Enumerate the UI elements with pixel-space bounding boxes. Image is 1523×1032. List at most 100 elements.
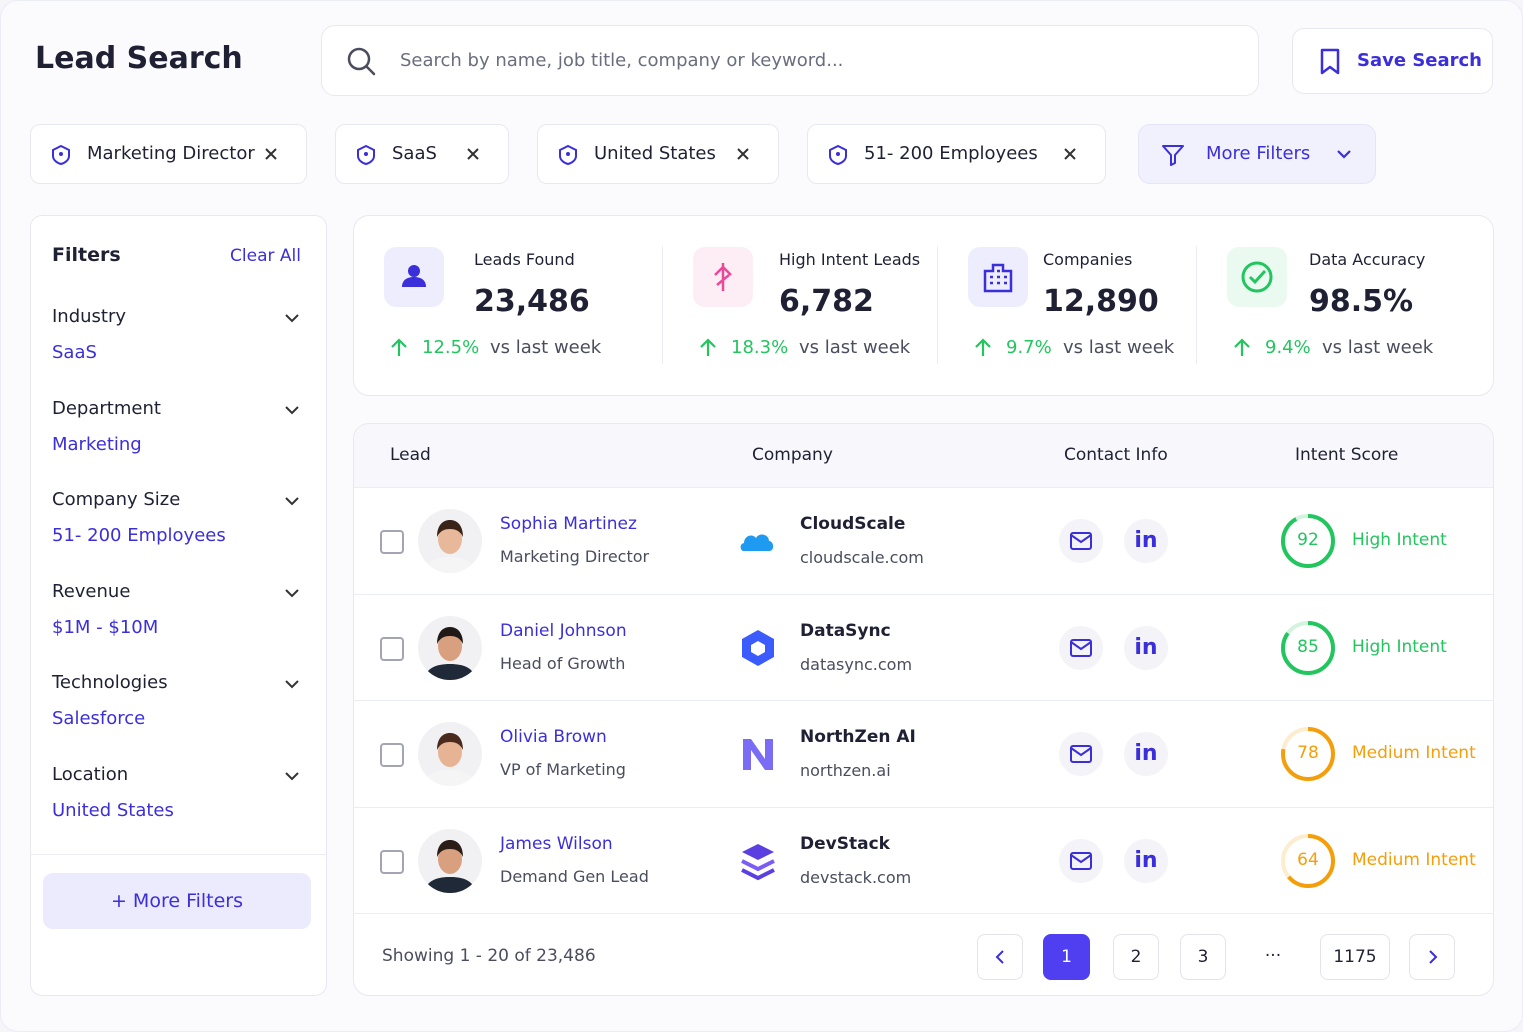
filter-label: Location <box>52 763 129 785</box>
tag-icon <box>357 144 375 166</box>
intent-label: Medium Intent <box>1352 743 1476 763</box>
intent-ring <box>1281 833 1335 888</box>
chevron-down <box>1337 150 1351 159</box>
lead-name[interactable]: James Wilson <box>500 833 613 854</box>
linkedin-button[interactable]: in <box>1124 838 1168 883</box>
tag-icon <box>829 144 847 166</box>
filter-chip[interactable]: SaaS <box>335 124 509 184</box>
row-divider <box>354 593 1493 595</box>
intent-score: 92 <box>1297 530 1319 550</box>
stat-compare: vs last week <box>1322 337 1434 358</box>
lead-name[interactable]: Daniel Johnson <box>500 620 627 641</box>
row-divider <box>354 913 1493 914</box>
filter-value: United States <box>52 799 174 821</box>
stat-value: 6,782 <box>779 284 874 319</box>
stat-change: 18.3% <box>731 337 789 358</box>
column-header: Lead <box>390 445 431 465</box>
chip-label: 51- 200 Employees <box>864 143 1038 164</box>
page-title: Lead Search <box>35 41 243 76</box>
intent-arc <box>1281 833 1335 888</box>
page-button[interactable]: 1 <box>1043 934 1090 980</box>
page-next[interactable] <box>1409 934 1455 980</box>
linkedin-button[interactable]: in <box>1124 625 1168 670</box>
stat-change: 9.7% <box>1006 337 1052 358</box>
avatar <box>418 509 482 573</box>
company-domain: cloudscale.com <box>800 548 924 567</box>
column-header: Company <box>752 445 833 465</box>
row-checkbox[interactable] <box>380 636 404 661</box>
stat-value: 98.5% <box>1309 284 1414 319</box>
row-checkbox[interactable] <box>380 849 404 874</box>
linkedin-button[interactable]: in <box>1124 519 1168 563</box>
company-domain: devstack.com <box>800 867 912 887</box>
page-button[interactable]: 2 <box>1113 934 1159 980</box>
lead-name[interactable]: Sophia Martinez <box>500 514 637 534</box>
page-button: ··· <box>1264 946 1282 966</box>
remove-icon <box>737 148 749 160</box>
row-checkbox[interactable] <box>380 743 404 767</box>
chevron-right <box>1429 950 1438 964</box>
stat-label: Companies <box>1043 250 1133 269</box>
stat-change: 12.5% <box>422 337 480 358</box>
company-logo <box>741 843 775 880</box>
chevron-down <box>285 405 299 414</box>
row-divider <box>354 806 1493 808</box>
chip-label: United States <box>594 143 716 164</box>
up-arrow <box>1234 338 1250 356</box>
clear-all-link[interactable]: Clear All <box>230 246 301 266</box>
results-summary: Showing 1 - 20 of 23,486 <box>382 946 596 966</box>
email-button[interactable] <box>1059 625 1103 670</box>
stats-card: Leads Found 23,486 12.5% vs last week High I… <box>353 215 1494 396</box>
filter-label: Company Size <box>52 489 181 510</box>
filter-icon <box>1162 145 1184 166</box>
tag-icon <box>559 144 577 166</box>
page-prev[interactable] <box>977 934 1023 980</box>
more-filters-button[interactable]: + More Filters <box>43 873 311 929</box>
lead-name[interactable]: Olivia Brown <box>500 727 607 747</box>
filter-label: Technologies <box>52 672 168 693</box>
row-checkbox[interactable] <box>380 530 404 554</box>
intent-ring <box>1281 620 1335 675</box>
page-button[interactable]: 1175 <box>1320 934 1390 980</box>
stat-icon <box>1227 247 1287 307</box>
search-placeholder: Search by name, job title, company or ke… <box>400 50 844 71</box>
stat-compare: vs last week <box>490 337 602 358</box>
email-button[interactable] <box>1059 838 1103 883</box>
filter-chip[interactable]: United States <box>537 124 779 184</box>
stat-value: 12,890 <box>1043 284 1159 319</box>
filter-value: Marketing <box>52 433 142 455</box>
avatar <box>418 722 482 786</box>
up-arrow <box>700 338 716 356</box>
filter-value: $1M - $10M <box>52 616 159 638</box>
stat-change: 9.4% <box>1265 337 1311 358</box>
chevron-down <box>285 680 299 689</box>
stat-label: Data Accuracy <box>1309 250 1426 269</box>
filters-panel: Filters Clear All + More Filters Industr… <box>30 215 327 996</box>
intent-score: 64 <box>1297 849 1319 870</box>
linkedin-button[interactable]: in <box>1124 732 1168 776</box>
email-button[interactable] <box>1059 732 1103 776</box>
company-name: NorthZen AI <box>800 727 916 747</box>
up-arrow <box>391 338 407 356</box>
save-search-button[interactable]: Save Search <box>1292 28 1493 94</box>
company-logo <box>740 534 774 551</box>
divider <box>937 246 938 364</box>
table-header <box>354 424 1493 488</box>
filter-chip[interactable]: 51- 200 Employees <box>807 124 1106 184</box>
avatar <box>418 828 482 893</box>
intent-label: Medium Intent <box>1352 849 1476 870</box>
intent-ring <box>1281 514 1335 568</box>
email-button[interactable] <box>1059 519 1103 563</box>
filter-chip[interactable]: Marketing Director <box>30 124 307 184</box>
avatar <box>418 615 482 680</box>
chevron-down <box>285 314 299 323</box>
search-box[interactable]: Search by name, job title, company or ke… <box>321 25 1259 96</box>
stat-icon <box>968 247 1028 307</box>
more-filters-chip[interactable]: More Filters <box>1138 124 1376 184</box>
stat-label: Leads Found <box>474 250 575 269</box>
intent-arc <box>1281 514 1335 568</box>
page-button[interactable]: 3 <box>1180 934 1226 980</box>
company-name: DataSync <box>800 620 891 641</box>
mail-icon <box>1070 745 1092 763</box>
